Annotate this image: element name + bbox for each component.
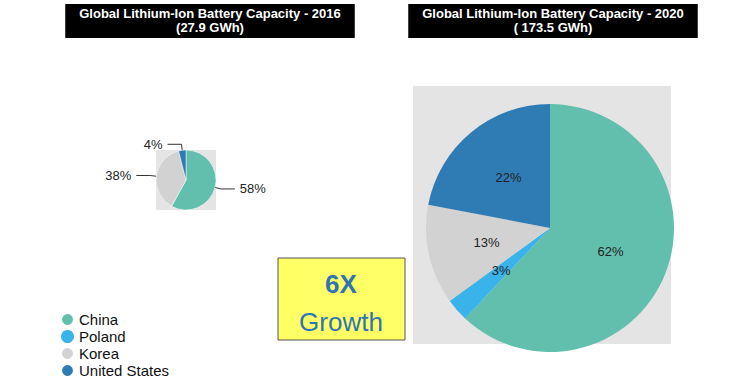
svg-text:(27.9 GWh): (27.9 GWh) [176, 20, 244, 35]
svg-text:13%: 13% [474, 235, 500, 250]
svg-text:Growth: Growth [299, 307, 383, 337]
svg-text:China: China [79, 311, 119, 328]
svg-text:22%: 22% [496, 170, 522, 185]
svg-text:6X: 6X [325, 269, 357, 299]
svg-text:United States: United States [79, 362, 169, 379]
svg-text:3%: 3% [492, 263, 511, 278]
svg-text:Global Lithium-Ion Battery Cap: Global Lithium-Ion Battery Capacity - 20… [79, 6, 341, 21]
svg-text:58%: 58% [240, 181, 266, 196]
svg-text:Poland: Poland [79, 328, 126, 345]
svg-text:4%: 4% [144, 137, 163, 152]
svg-text:38%: 38% [105, 168, 131, 183]
svg-text:Korea: Korea [79, 345, 120, 362]
svg-text:62%: 62% [597, 244, 623, 259]
svg-text:( 173.5 GWh): ( 173.5 GWh) [514, 20, 593, 35]
svg-text:Global Lithium-Ion Battery Cap: Global Lithium-Ion Battery Capacity - 20… [422, 6, 684, 21]
